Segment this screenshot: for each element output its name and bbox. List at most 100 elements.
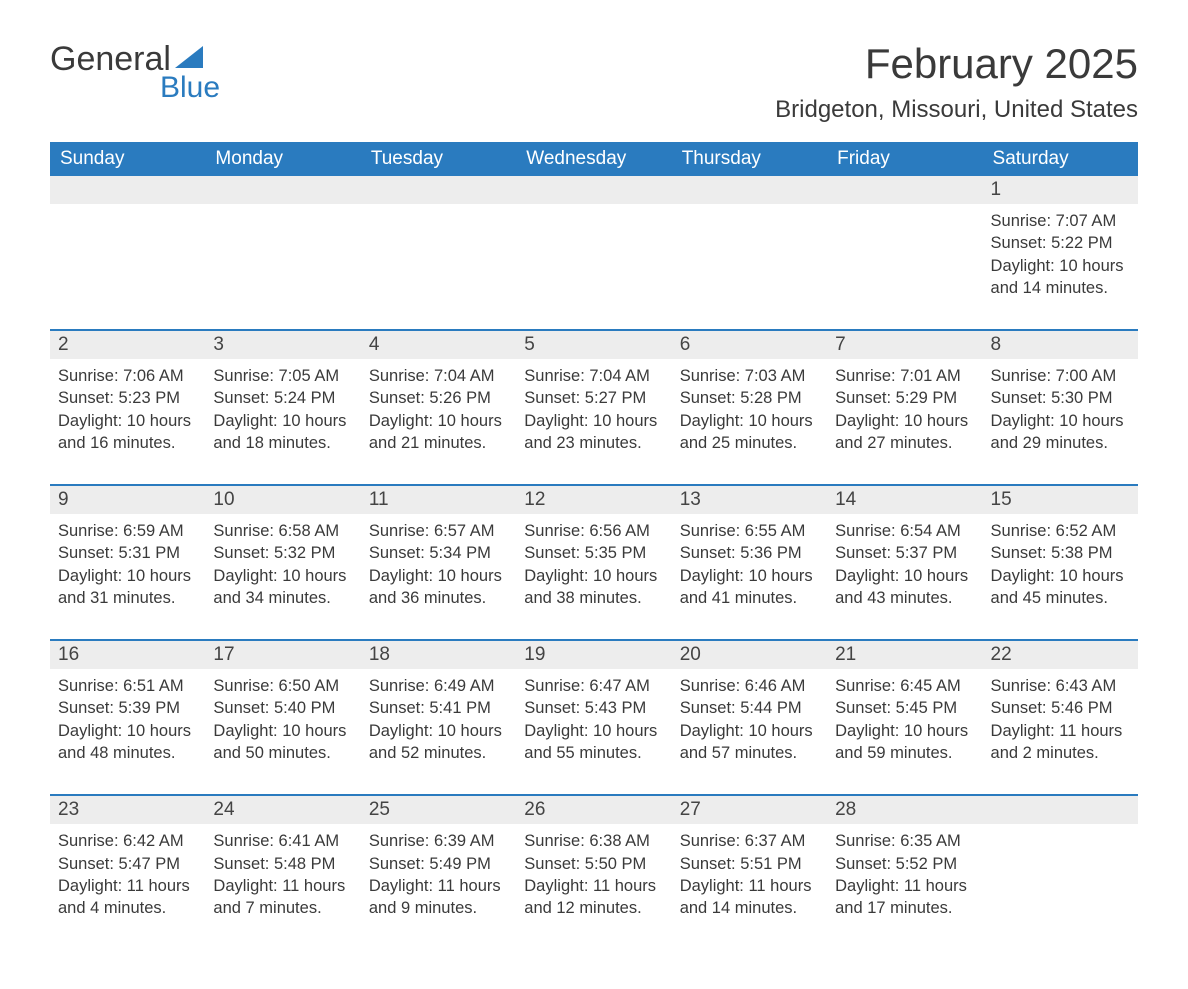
day-number: 27	[672, 796, 827, 824]
day-info: Sunrise: 7:07 AMSunset: 5:22 PMDaylight:…	[983, 204, 1138, 329]
day-info: Sunrise: 6:56 AMSunset: 5:35 PMDaylight:…	[516, 514, 671, 639]
sunrise-line: Sunrise: 6:46 AM	[680, 675, 819, 697]
sunset-line: Sunset: 5:38 PM	[991, 542, 1130, 564]
day-info	[827, 204, 982, 304]
brand-word-2: Blue	[160, 71, 220, 105]
calendar-day-cell	[672, 176, 827, 330]
calendar-day-cell: 25Sunrise: 6:39 AMSunset: 5:49 PMDayligh…	[361, 795, 516, 949]
day-info: Sunrise: 6:59 AMSunset: 5:31 PMDaylight:…	[50, 514, 205, 639]
sunrise-line: Sunrise: 7:03 AM	[680, 365, 819, 387]
calendar-week-row: 2Sunrise: 7:06 AMSunset: 5:23 PMDaylight…	[50, 330, 1138, 485]
daylight-line: Daylight: 10 hours and 29 minutes.	[991, 410, 1130, 455]
sunset-line: Sunset: 5:51 PM	[680, 853, 819, 875]
day-number	[983, 796, 1138, 824]
calendar-day-cell: 1Sunrise: 7:07 AMSunset: 5:22 PMDaylight…	[983, 176, 1138, 330]
sunset-line: Sunset: 5:41 PM	[369, 697, 508, 719]
day-info	[205, 204, 360, 304]
calendar-day-cell: 24Sunrise: 6:41 AMSunset: 5:48 PMDayligh…	[205, 795, 360, 949]
day-number: 18	[361, 641, 516, 669]
daylight-line: Daylight: 10 hours and 36 minutes.	[369, 565, 508, 610]
sunrise-line: Sunrise: 6:50 AM	[213, 675, 352, 697]
day-number: 3	[205, 331, 360, 359]
sunset-line: Sunset: 5:43 PM	[524, 697, 663, 719]
calendar-week-row: 1Sunrise: 7:07 AMSunset: 5:22 PMDaylight…	[50, 176, 1138, 330]
day-info	[983, 824, 1138, 924]
calendar-table: Sunday Monday Tuesday Wednesday Thursday…	[50, 142, 1138, 949]
sunrise-line: Sunrise: 6:54 AM	[835, 520, 974, 542]
calendar-day-cell: 21Sunrise: 6:45 AMSunset: 5:45 PMDayligh…	[827, 640, 982, 795]
title-block: February 2025 Bridgeton, Missouri, Unite…	[775, 40, 1138, 124]
daylight-line: Daylight: 10 hours and 45 minutes.	[991, 565, 1130, 610]
day-number: 26	[516, 796, 671, 824]
sunset-line: Sunset: 5:50 PM	[524, 853, 663, 875]
day-info: Sunrise: 7:01 AMSunset: 5:29 PMDaylight:…	[827, 359, 982, 484]
calendar-day-cell	[205, 176, 360, 330]
day-info	[50, 204, 205, 304]
sunrise-line: Sunrise: 6:59 AM	[58, 520, 197, 542]
sunrise-line: Sunrise: 6:41 AM	[213, 830, 352, 852]
day-info: Sunrise: 6:47 AMSunset: 5:43 PMDaylight:…	[516, 669, 671, 794]
day-number: 19	[516, 641, 671, 669]
sunrise-line: Sunrise: 7:01 AM	[835, 365, 974, 387]
day-number	[672, 176, 827, 204]
daylight-line: Daylight: 10 hours and 48 minutes.	[58, 720, 197, 765]
day-info: Sunrise: 6:42 AMSunset: 5:47 PMDaylight:…	[50, 824, 205, 949]
calendar-week-row: 23Sunrise: 6:42 AMSunset: 5:47 PMDayligh…	[50, 795, 1138, 949]
day-number: 6	[672, 331, 827, 359]
daylight-line: Daylight: 10 hours and 16 minutes.	[58, 410, 197, 455]
day-number	[50, 176, 205, 204]
day-info: Sunrise: 6:38 AMSunset: 5:50 PMDaylight:…	[516, 824, 671, 949]
day-number: 16	[50, 641, 205, 669]
day-number: 20	[672, 641, 827, 669]
daylight-line: Daylight: 11 hours and 14 minutes.	[680, 875, 819, 920]
sunset-line: Sunset: 5:46 PM	[991, 697, 1130, 719]
sunset-line: Sunset: 5:27 PM	[524, 387, 663, 409]
day-info	[672, 204, 827, 304]
calendar-week-row: 9Sunrise: 6:59 AMSunset: 5:31 PMDaylight…	[50, 485, 1138, 640]
sunrise-line: Sunrise: 6:56 AM	[524, 520, 663, 542]
day-info: Sunrise: 6:43 AMSunset: 5:46 PMDaylight:…	[983, 669, 1138, 794]
daylight-line: Daylight: 11 hours and 4 minutes.	[58, 875, 197, 920]
day-info: Sunrise: 6:51 AMSunset: 5:39 PMDaylight:…	[50, 669, 205, 794]
daylight-line: Daylight: 10 hours and 21 minutes.	[369, 410, 508, 455]
calendar-day-cell: 16Sunrise: 6:51 AMSunset: 5:39 PMDayligh…	[50, 640, 205, 795]
sunrise-line: Sunrise: 7:07 AM	[991, 210, 1130, 232]
day-info: Sunrise: 6:45 AMSunset: 5:45 PMDaylight:…	[827, 669, 982, 794]
daylight-line: Daylight: 10 hours and 34 minutes.	[213, 565, 352, 610]
location-subtitle: Bridgeton, Missouri, United States	[775, 96, 1138, 124]
sunset-line: Sunset: 5:31 PM	[58, 542, 197, 564]
sunset-line: Sunset: 5:23 PM	[58, 387, 197, 409]
sunset-line: Sunset: 5:26 PM	[369, 387, 508, 409]
daylight-line: Daylight: 10 hours and 38 minutes.	[524, 565, 663, 610]
sunrise-line: Sunrise: 6:49 AM	[369, 675, 508, 697]
sunset-line: Sunset: 5:30 PM	[991, 387, 1130, 409]
calendar-day-cell: 11Sunrise: 6:57 AMSunset: 5:34 PMDayligh…	[361, 485, 516, 640]
day-info: Sunrise: 6:52 AMSunset: 5:38 PMDaylight:…	[983, 514, 1138, 639]
day-info: Sunrise: 6:50 AMSunset: 5:40 PMDaylight:…	[205, 669, 360, 794]
day-number: 21	[827, 641, 982, 669]
day-number	[361, 176, 516, 204]
day-info: Sunrise: 7:06 AMSunset: 5:23 PMDaylight:…	[50, 359, 205, 484]
calendar-day-cell: 9Sunrise: 6:59 AMSunset: 5:31 PMDaylight…	[50, 485, 205, 640]
sunrise-line: Sunrise: 6:39 AM	[369, 830, 508, 852]
day-number: 8	[983, 331, 1138, 359]
day-number: 1	[983, 176, 1138, 204]
calendar-day-cell: 28Sunrise: 6:35 AMSunset: 5:52 PMDayligh…	[827, 795, 982, 949]
sunset-line: Sunset: 5:45 PM	[835, 697, 974, 719]
dow-saturday: Saturday	[983, 142, 1138, 176]
calendar-day-cell: 4Sunrise: 7:04 AMSunset: 5:26 PMDaylight…	[361, 330, 516, 485]
sunrise-line: Sunrise: 6:55 AM	[680, 520, 819, 542]
calendar-day-cell	[361, 176, 516, 330]
day-info: Sunrise: 7:04 AMSunset: 5:27 PMDaylight:…	[516, 359, 671, 484]
day-info: Sunrise: 6:58 AMSunset: 5:32 PMDaylight:…	[205, 514, 360, 639]
sunset-line: Sunset: 5:36 PM	[680, 542, 819, 564]
dow-wednesday: Wednesday	[516, 142, 671, 176]
sunrise-line: Sunrise: 6:37 AM	[680, 830, 819, 852]
sunrise-line: Sunrise: 6:58 AM	[213, 520, 352, 542]
calendar-day-cell: 26Sunrise: 6:38 AMSunset: 5:50 PMDayligh…	[516, 795, 671, 949]
day-number: 5	[516, 331, 671, 359]
day-info: Sunrise: 6:46 AMSunset: 5:44 PMDaylight:…	[672, 669, 827, 794]
day-info: Sunrise: 6:55 AMSunset: 5:36 PMDaylight:…	[672, 514, 827, 639]
sunset-line: Sunset: 5:28 PM	[680, 387, 819, 409]
day-number: 25	[361, 796, 516, 824]
